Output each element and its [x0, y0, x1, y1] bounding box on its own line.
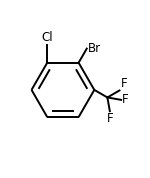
Text: F: F — [122, 93, 129, 106]
Text: Br: Br — [88, 42, 101, 55]
Text: F: F — [106, 112, 113, 125]
Text: Cl: Cl — [41, 31, 53, 44]
Text: F: F — [120, 77, 127, 90]
